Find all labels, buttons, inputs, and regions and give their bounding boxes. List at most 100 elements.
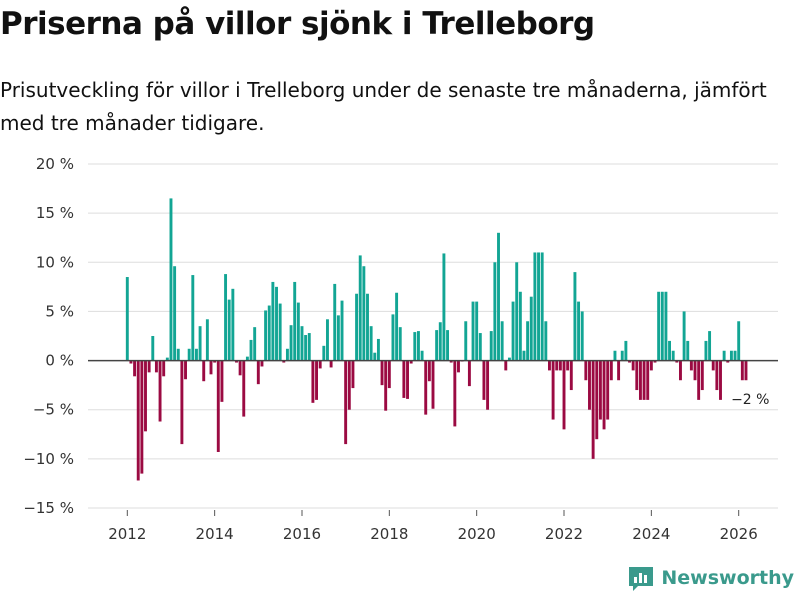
bar <box>344 360 348 445</box>
y-axis-labels: 20 % 15 % 10 % 5 % 0 % −5 % −10 % −15 % <box>23 155 74 517</box>
chart-subtitle: Prisutveckling för villor i Trelleborg u… <box>0 78 767 135</box>
bar <box>271 281 275 361</box>
bar <box>253 327 257 361</box>
bar <box>715 360 719 391</box>
bar <box>467 360 471 387</box>
newsworthy-logo-icon <box>629 567 654 591</box>
bar <box>518 291 522 361</box>
x-tick-label: 2024 <box>632 525 670 543</box>
bar <box>537 252 540 361</box>
bar <box>227 299 231 361</box>
bar <box>642 360 646 400</box>
bar <box>609 360 613 381</box>
bar <box>278 303 282 361</box>
bar <box>588 360 591 410</box>
bar <box>165 357 169 361</box>
bar <box>704 340 708 361</box>
bar <box>311 360 315 403</box>
bar <box>184 360 187 380</box>
page-title: Priserna på villor sjönk i Trelleborg <box>0 6 595 42</box>
bar <box>285 348 289 361</box>
bar <box>740 360 744 381</box>
bar <box>351 360 355 389</box>
y-tick-label: 5 % <box>45 302 74 320</box>
bar <box>264 310 268 361</box>
bar <box>504 360 508 371</box>
bar <box>304 335 308 361</box>
bar <box>584 360 588 381</box>
bar <box>482 360 486 400</box>
x-axis-labels: 2012 2014 2016 2018 2020 2022 2024 2026 <box>108 510 758 543</box>
bar <box>326 319 329 361</box>
y-tick-label: 20 % <box>36 155 74 173</box>
bar <box>289 325 293 361</box>
bar <box>329 360 333 368</box>
bar <box>267 305 271 361</box>
bar <box>628 360 631 363</box>
bar <box>347 360 351 410</box>
bar <box>191 275 195 361</box>
bar <box>555 360 559 371</box>
bar <box>493 262 497 361</box>
bar <box>376 338 380 361</box>
x-tick-label: 2016 <box>283 525 321 543</box>
bar <box>449 360 453 363</box>
bar <box>409 360 413 364</box>
bar <box>548 360 551 371</box>
bar <box>577 301 581 361</box>
bar <box>558 360 562 371</box>
bar <box>489 331 493 361</box>
bar <box>260 360 264 367</box>
bar <box>442 253 446 361</box>
bar <box>187 348 191 361</box>
bar <box>653 360 657 363</box>
bar <box>402 360 406 398</box>
bar <box>275 286 278 361</box>
bar <box>136 360 140 481</box>
bar <box>373 352 377 361</box>
bar <box>544 321 548 361</box>
latest-value-annotation: −2 % <box>731 392 769 408</box>
bar <box>446 330 450 361</box>
bar <box>336 315 340 361</box>
bar <box>591 360 595 459</box>
bar <box>664 291 668 361</box>
bar <box>719 360 722 400</box>
bar <box>362 266 366 361</box>
bar <box>395 292 399 361</box>
bar <box>391 314 395 361</box>
bar <box>387 360 391 389</box>
bar <box>486 360 490 410</box>
bar <box>366 293 369 361</box>
bar <box>726 360 730 363</box>
bar <box>242 360 246 417</box>
bar <box>500 321 504 361</box>
bar <box>147 360 151 373</box>
bar <box>580 311 584 361</box>
bar-series <box>125 198 748 481</box>
bar <box>657 291 661 361</box>
bar <box>380 360 384 386</box>
bar <box>598 360 602 420</box>
bar <box>671 350 675 361</box>
bar <box>693 360 697 381</box>
bar <box>209 360 213 375</box>
bar <box>569 360 573 391</box>
y-tick-label: 15 % <box>36 204 74 222</box>
bar <box>238 360 242 376</box>
bar <box>475 301 479 361</box>
bar <box>438 322 442 361</box>
bar <box>424 360 428 415</box>
bar <box>202 360 206 382</box>
bar <box>507 357 511 361</box>
bar <box>471 301 475 361</box>
bar <box>729 350 733 361</box>
bar <box>737 321 741 361</box>
bar <box>340 300 344 361</box>
bar <box>689 360 693 371</box>
bar <box>318 360 322 369</box>
bar <box>606 360 610 420</box>
y-tick-label: 10 % <box>36 253 74 271</box>
bar <box>631 360 635 371</box>
